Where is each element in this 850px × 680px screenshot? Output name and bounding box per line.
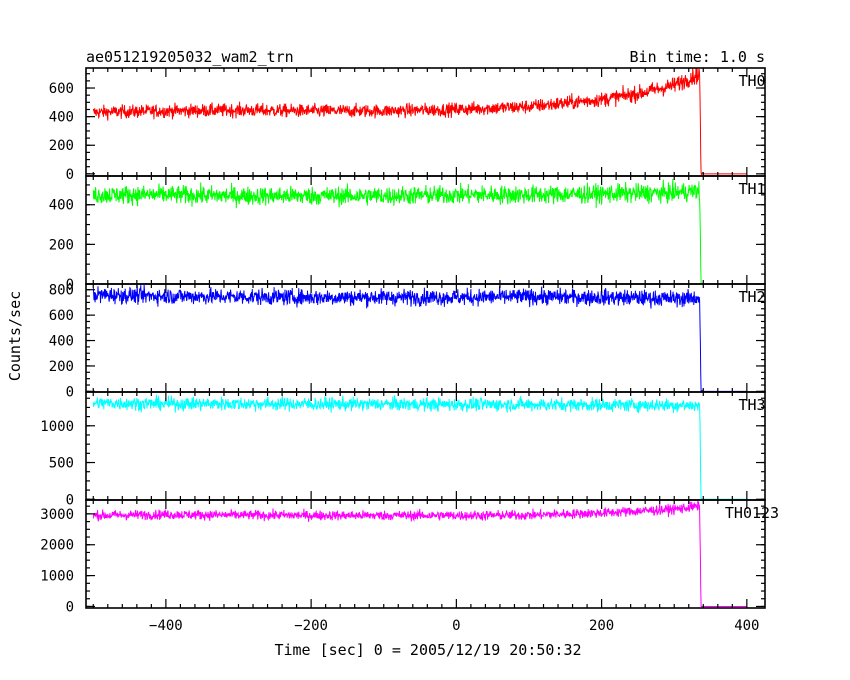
y-tick-label: 800 [49, 283, 74, 299]
y-tick-label: 400 [49, 110, 74, 126]
series-th1 [92, 178, 747, 284]
y-tick-label: 500 [49, 456, 74, 472]
panel-label-th0: TH0 [738, 72, 765, 90]
y-tick-label: 0 [66, 277, 74, 293]
x-tick-label: 0 [452, 618, 460, 634]
panel-th1: TH1 0 200 400 [49, 175, 766, 293]
series-th0123 [92, 500, 747, 608]
panel-th0: TH0 0 200 400 600 [49, 67, 766, 183]
panel-th2: TH2 0 200 400 600 800 [49, 283, 766, 400]
x-tick-label: −400 [149, 618, 183, 634]
series-th2 [92, 284, 747, 392]
y-tick-label: 600 [49, 308, 74, 324]
y-axis-label: Counts/sec [6, 291, 24, 381]
y-tick-label: 600 [49, 81, 74, 97]
chart-subtitle: Bin time: 1.0 s [630, 48, 765, 66]
y-tick-label: 0 [66, 384, 74, 400]
panel-label-th0123: TH0123 [725, 504, 779, 522]
y-tick-label: 200 [49, 237, 74, 253]
panel-frame [85, 67, 766, 177]
x-tick-label: −200 [294, 618, 328, 634]
y-tick-label: 1000 [40, 569, 74, 585]
panel-th0123: TH0123 0 1000 2000 3000 [40, 499, 779, 615]
panel-th3: TH3 0 500 1000 [40, 391, 766, 508]
y-tick-label: 200 [49, 138, 74, 154]
chart-panels: TH00200400600TH10200400TH20200400600800T… [40, 67, 779, 634]
y-tick-label: 2000 [40, 538, 74, 554]
panel-label-th3: TH3 [738, 396, 765, 414]
y-tick-label: 0 [66, 599, 74, 615]
x-tick-label: 200 [589, 618, 614, 634]
y-tick-label: 400 [49, 198, 74, 214]
series-th0 [92, 68, 747, 176]
chart-title: ae051219205032_wam2_trn [86, 48, 294, 66]
y-tick-label: 1000 [40, 419, 74, 435]
y-tick-label: 0 [66, 167, 74, 183]
x-tick-label: 400 [734, 618, 759, 634]
panel-label-th1: TH1 [738, 180, 765, 198]
x-axis-label: Time [sec] 0 = 2005/12/19 20:50:32 [274, 641, 581, 659]
y-tick-label: 400 [49, 334, 74, 350]
panel-frame [85, 499, 766, 609]
panel-label-th2: TH2 [738, 288, 765, 306]
y-tick-label: 3000 [40, 507, 74, 523]
series-th3 [92, 394, 747, 500]
y-tick-label: 200 [49, 359, 74, 375]
y-tick-label: 0 [66, 492, 74, 508]
